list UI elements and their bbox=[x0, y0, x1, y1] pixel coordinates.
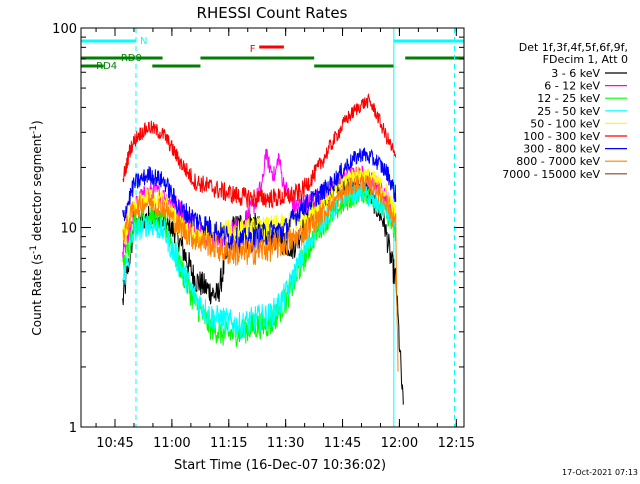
y-axis-label-part-1: -1 bbox=[29, 245, 39, 254]
data-series bbox=[122, 92, 404, 405]
x-tick-label-5: 12:00 bbox=[381, 436, 418, 451]
x-axis-label: Start Time (16-Dec-07 10:36:02) bbox=[174, 458, 386, 473]
axes: 10:45 11:00 11:15 11:30 11:45 12:00 12:15 1 10 10… bbox=[52, 22, 475, 451]
x-tick-label-3: 11:30 bbox=[267, 436, 304, 451]
annotation-label-f: F bbox=[250, 44, 256, 55]
legend-label-3-6-kev: 3 - 6 keV bbox=[551, 67, 600, 80]
y-axis-label-part-3: -1 bbox=[29, 125, 39, 134]
annotation-label-rd4: RD4 bbox=[96, 61, 117, 72]
legend-label-12-25-kev: 12 - 25 keV bbox=[537, 92, 600, 105]
y-axis-label: Count Rate (s-1 detector segment-1) bbox=[29, 120, 44, 335]
series-line-800-7000-kev bbox=[122, 174, 399, 372]
legend-label-300-800-kev: 300 - 800 keV bbox=[523, 143, 600, 156]
x-tick-label-2: 11:15 bbox=[210, 436, 247, 451]
x-tick-label-6: 12:15 bbox=[438, 436, 475, 451]
y-tick-label-0: 1 bbox=[69, 421, 77, 436]
legend-header-0: Det 1f,3f,4f,5f,6f,9f, bbox=[519, 41, 628, 54]
timestamp: 17-Oct-2021 07:13 bbox=[562, 468, 638, 477]
y-tick-label-1: 10 bbox=[60, 222, 77, 237]
x-tick-label-4: 11:45 bbox=[324, 436, 361, 451]
y-tick-label-2: 100 bbox=[52, 22, 77, 37]
legend-header-1: FDecim 1, Att 0 bbox=[543, 53, 628, 66]
series-line-100-300-kev bbox=[122, 92, 397, 209]
legend-label-25-50-kev: 25 - 50 keV bbox=[537, 105, 600, 118]
legend-label-100-300-kev: 100 - 300 keV bbox=[523, 130, 600, 143]
legend-label-6-12-kev: 6 - 12 keV bbox=[544, 80, 600, 93]
y-axis-label-part-0: Count Rate (s bbox=[30, 254, 44, 336]
x-tick-label-1: 11:00 bbox=[153, 436, 190, 451]
y-axis-label-part-2: detector segment bbox=[30, 134, 44, 245]
legend: Det 1f,3f,4f,5f,6f,9f,FDecim 1, Att 03 -… bbox=[502, 41, 628, 181]
legend-label-50-100-kev: 50 - 100 keV bbox=[530, 117, 600, 130]
annotation-label-rd0: RD0 bbox=[121, 53, 142, 64]
y-axis-label-part-4: ) bbox=[30, 120, 44, 125]
x-tick-label-0: 10:45 bbox=[96, 436, 133, 451]
chart-title: RHESSI Count Rates bbox=[197, 4, 348, 22]
legend-label-800-7000-kev: 800 - 7000 keV bbox=[516, 155, 600, 168]
legend-label-7000-15000-kev: 7000 - 15000 keV bbox=[502, 168, 600, 181]
annotation-label-n: N bbox=[140, 36, 147, 47]
